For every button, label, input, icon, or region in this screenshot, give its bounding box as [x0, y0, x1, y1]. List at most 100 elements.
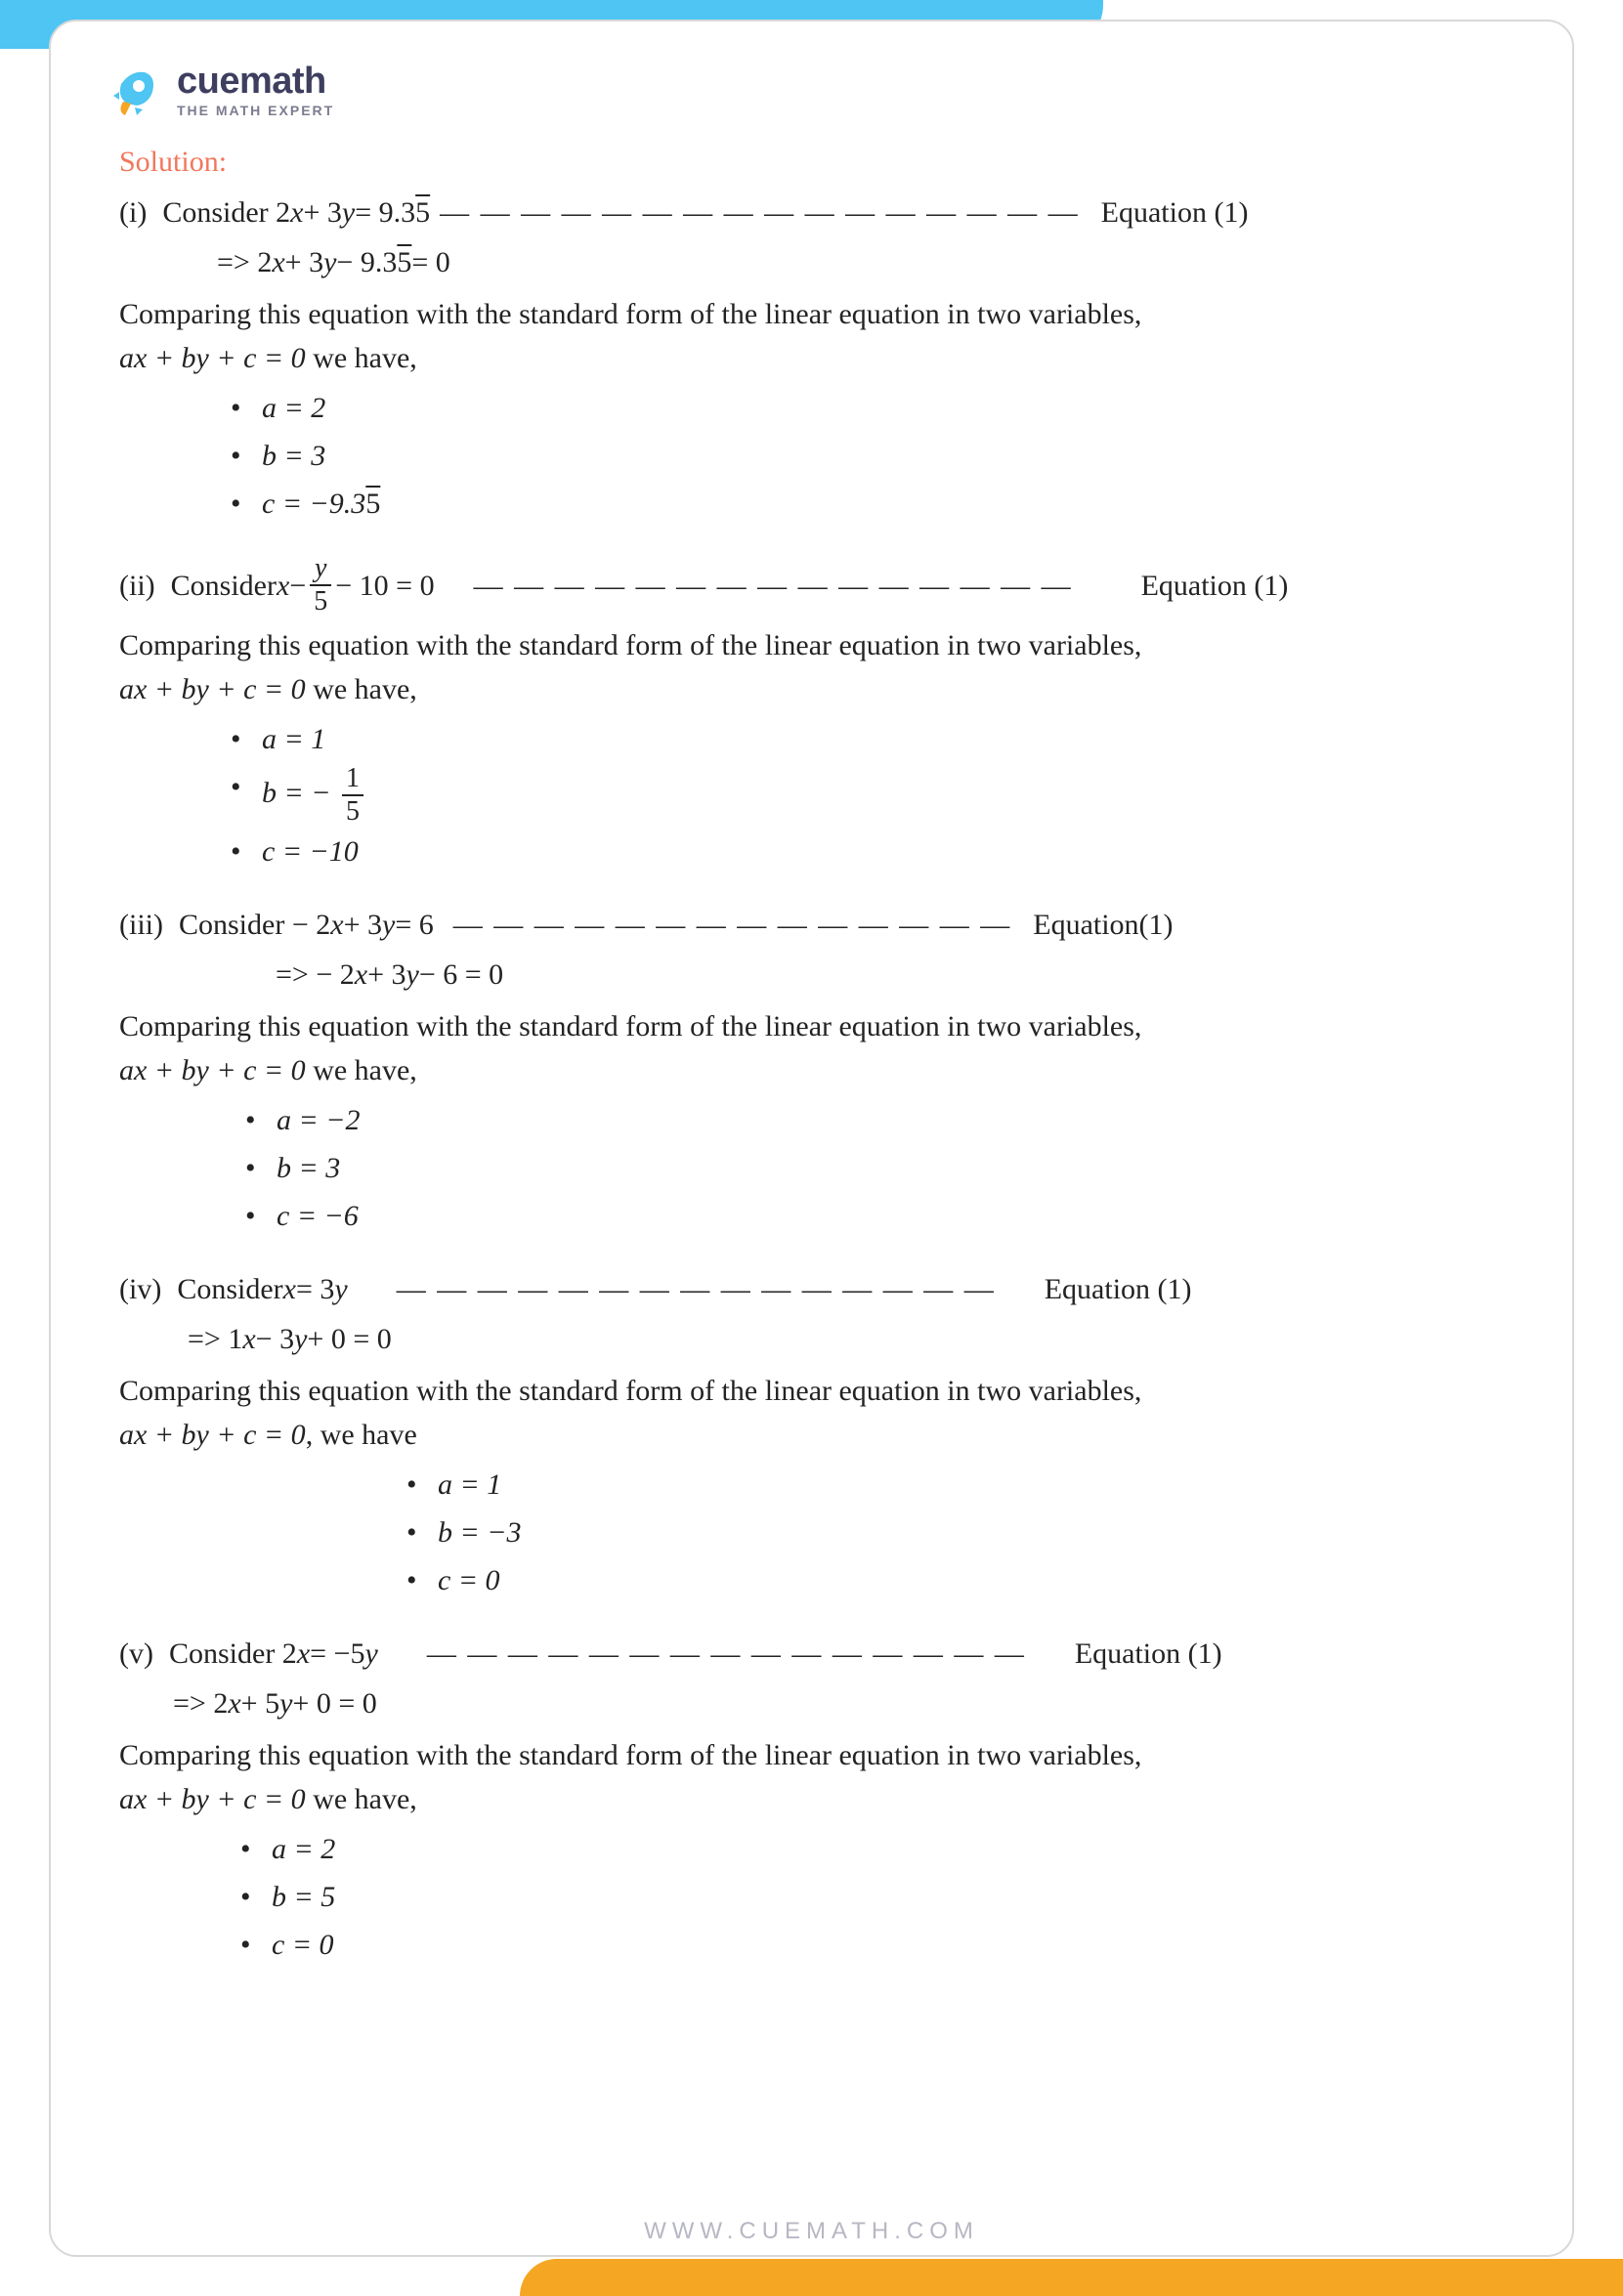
- text: => 2: [217, 240, 272, 284]
- list-item: c = 0: [403, 1558, 1504, 1602]
- text: Comparing this equation with the standar…: [119, 1739, 1141, 1771]
- minus: −: [289, 564, 306, 608]
- roman-i: (i): [119, 191, 147, 234]
- footer-url: WWW.CUEMATH.COM: [0, 2218, 1623, 2245]
- eq-v-line2: => 2x + 5y + 0 = 0: [173, 1681, 1504, 1725]
- text: + 0 = 0: [292, 1681, 376, 1725]
- val: a = −2: [277, 1104, 361, 1136]
- frac-num: 1: [342, 765, 363, 794]
- text: = 6: [395, 903, 433, 947]
- list-item: b = 3: [241, 1146, 1504, 1190]
- text: = 3: [296, 1267, 334, 1311]
- val: b = −3: [438, 1516, 522, 1549]
- text: Consider: [177, 1267, 282, 1311]
- list-item: a = 2: [236, 1827, 1504, 1871]
- brand-tagline: THE MATH EXPERT: [177, 103, 334, 118]
- rocket-icon: [109, 63, 163, 116]
- dash-separator: — — — — — — — — — — — — — — —: [474, 564, 1073, 608]
- list-item: c = −10: [227, 829, 1504, 873]
- dash-separator: — — — — — — — — — — — — — — —: [427, 1632, 1026, 1676]
- equation-label: Equation (1): [1101, 191, 1249, 234]
- bullets-iv: a = 1 b = −3 c = 0: [403, 1463, 1504, 1602]
- val: a = 2: [272, 1833, 335, 1865]
- eq-iv-line2: => 1x − 3y + 0 = 0: [188, 1317, 1504, 1361]
- text: = 0: [411, 240, 449, 284]
- compare-text-iii: Comparing this equation with the standar…: [119, 1004, 1504, 1092]
- list-item: b = −3: [403, 1510, 1504, 1554]
- text: = −5: [310, 1632, 364, 1676]
- frac-den: 5: [342, 794, 363, 826]
- eq-iii-line2: => − 2x + 3y − 6 = 0: [276, 953, 1504, 997]
- list-item: b = − 15: [227, 765, 1504, 826]
- eq-v-line1: (v) Consider 2x = −5y — — — — — — — — — …: [119, 1632, 1504, 1676]
- val: c = 0: [272, 1929, 334, 1961]
- text: we have,: [306, 1054, 417, 1086]
- frac-num: y: [311, 555, 330, 584]
- compare-text-iv: Comparing this equation with the standar…: [119, 1369, 1504, 1457]
- list-item: a = 2: [227, 386, 1504, 430]
- brand-text: cuemath THE MATH EXPERT: [177, 61, 334, 118]
- roman-ii: (ii): [119, 564, 155, 608]
- text: Consider 2: [169, 1632, 297, 1676]
- repeating-5: 5: [365, 488, 380, 520]
- var-x: x: [277, 564, 289, 608]
- val: b = 3: [262, 440, 325, 472]
- bullets-v: a = 2 b = 5 c = 0: [236, 1827, 1504, 1967]
- var-x: x: [228, 1681, 240, 1725]
- list-item: a = −2: [241, 1098, 1504, 1142]
- standard-form: ax + by + c = 0: [119, 342, 306, 374]
- eq-i-line1: (i) Consider 2x + 3y = 9.35 — — — — — — …: [119, 191, 1504, 234]
- var-x: x: [272, 240, 284, 284]
- equation-label: Equation (1): [1075, 1632, 1222, 1676]
- text: + 3: [285, 240, 323, 284]
- compare-text-i: Comparing this equation with the standar…: [119, 292, 1504, 380]
- text: Comparing this equation with the standar…: [119, 1375, 1141, 1407]
- solution-heading: Solution:: [119, 146, 1504, 179]
- val: b = −: [262, 777, 338, 809]
- text: = 9.3: [355, 191, 415, 234]
- var-x: x: [355, 953, 367, 997]
- eq-iv-line1: (iv) Consider x = 3y — — — — — — — — — —…: [119, 1267, 1504, 1311]
- var-x: x: [283, 1267, 296, 1311]
- roman-iv: (iv): [119, 1267, 161, 1311]
- eq-iii-line1: (iii) Consider − 2x + 3y = 6 — — — — — —…: [119, 903, 1504, 947]
- standard-form: ax + by + c = 0: [119, 1783, 306, 1815]
- list-item: b = 5: [236, 1875, 1504, 1919]
- var-x: x: [290, 191, 303, 234]
- text: + 3: [344, 903, 382, 947]
- val: c = −6: [277, 1200, 359, 1232]
- var-y: y: [279, 1681, 292, 1725]
- solution-body: (i) Consider 2x + 3y = 9.35 — — — — — — …: [119, 191, 1504, 1967]
- list-item: c = 0: [236, 1923, 1504, 1967]
- val: b = 3: [277, 1152, 340, 1184]
- text: => 2: [173, 1681, 228, 1725]
- text: Consider 2: [162, 191, 290, 234]
- text: − 6 = 0: [419, 953, 503, 997]
- frac-den: 5: [310, 584, 331, 616]
- val: a = 1: [262, 723, 325, 755]
- text: we have,: [306, 673, 417, 705]
- text: => 1: [188, 1317, 242, 1361]
- dash-separator: — — — — — — — — — — — — — — —: [397, 1267, 996, 1311]
- fraction: y5: [310, 555, 331, 616]
- text: Consider − 2: [179, 903, 330, 947]
- val: a = 2: [262, 392, 325, 424]
- equation-label: Equation (1): [1141, 564, 1289, 608]
- list-item: c = −6: [241, 1194, 1504, 1238]
- roman-v: (v): [119, 1632, 153, 1676]
- val: c = −10: [262, 835, 359, 868]
- var-y: y: [294, 1317, 307, 1361]
- text: we have,: [306, 342, 417, 374]
- page-frame: cuemath THE MATH EXPERT Solution: (i) Co…: [49, 20, 1574, 2257]
- text: + 3: [367, 953, 406, 997]
- bullets-iii: a = −2 b = 3 c = −6: [241, 1098, 1504, 1238]
- var-y: y: [406, 953, 419, 997]
- compare-text-v: Comparing this equation with the standar…: [119, 1733, 1504, 1821]
- eq-ii-line1: (ii) Consider x − y5 − 10 = 0 — — — — — …: [119, 555, 1504, 616]
- var-y: y: [364, 1632, 377, 1676]
- bullets-ii: a = 1 b = − 15 c = −10: [227, 717, 1504, 873]
- repeating-5: 5: [415, 191, 430, 234]
- text: Consider: [171, 564, 277, 608]
- dash-separator: — — — — — — — — — — — — — —: [453, 903, 1012, 947]
- standard-form: ax + by + c = 0: [119, 673, 306, 705]
